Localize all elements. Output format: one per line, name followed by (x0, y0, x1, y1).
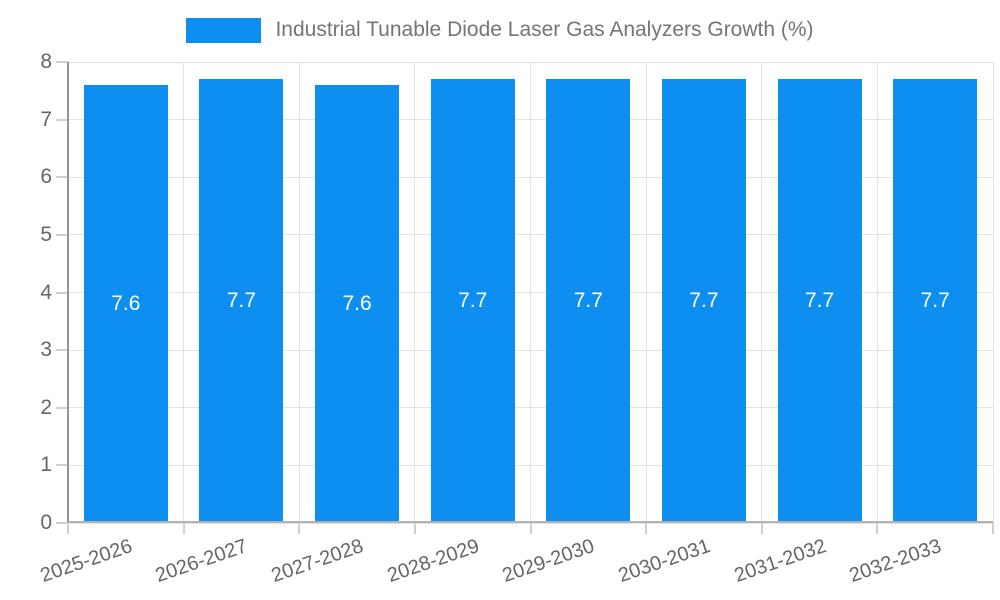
y-tick-label-6: 6 (40, 165, 52, 189)
y-tick-6 (56, 176, 68, 179)
legend[interactable]: Industrial Tunable Diode Laser Gas Analy… (0, 16, 1000, 44)
bar-2030-2031[interactable] (661, 79, 746, 523)
bar-value-label-2032-2033: 7.7 (920, 289, 950, 313)
bar-value-label-2031-2032: 7.7 (804, 289, 835, 313)
x-tick-5 (645, 523, 648, 534)
bar-2025-2026[interactable] (83, 85, 168, 523)
legend-swatch (186, 17, 262, 43)
x-tick-1 (182, 523, 185, 534)
bar-value-label-2027-2028: 7.6 (342, 292, 372, 316)
y-axis-line (67, 62, 69, 523)
plot-area: 7.6 7.7 7.6 7.7 7.7 7.7 7.7 7.7 (68, 61, 994, 524)
gridline-x-5 (645, 62, 647, 523)
y-tick-3 (56, 349, 68, 352)
bar-2026-2027[interactable] (199, 79, 284, 523)
x-tick-0 (67, 523, 69, 534)
gridline-x-7 (876, 62, 878, 523)
bar-2032-2033[interactable] (893, 79, 978, 523)
y-tick-label-7: 7 (40, 107, 52, 131)
y-tick-1 (56, 464, 68, 467)
y-tick-8 (56, 61, 68, 63)
gridline-x-3 (414, 62, 416, 523)
bar-2031-2032[interactable] (777, 79, 862, 523)
bar-value-label-2029-2030: 7.7 (573, 289, 603, 313)
bar-value-label-2030-2031: 7.7 (689, 289, 719, 313)
gridline-x-2 (298, 62, 300, 523)
x-tick-7 (876, 523, 879, 534)
bar-2029-2030[interactable] (546, 79, 631, 523)
y-tick-label-8: 8 (40, 50, 52, 73)
x-tick-8 (992, 523, 994, 534)
y-tick-label-3: 3 (40, 338, 52, 362)
y-tick-label-0: 0 (40, 511, 52, 534)
bar-2028-2029[interactable] (430, 79, 515, 523)
bar-2027-2028[interactable] (315, 85, 400, 523)
gridline-x-6 (761, 62, 763, 523)
y-tick-label-2: 2 (40, 395, 52, 419)
y-tick-label-5: 5 (40, 222, 52, 246)
bar-value-label-2025-2026: 7.6 (111, 292, 141, 316)
x-tick-4 (529, 523, 532, 534)
bar-value-label-2028-2029: 7.7 (458, 289, 488, 313)
gridline-x-1 (183, 62, 185, 523)
y-tick-2 (56, 406, 68, 409)
y-tick-label-4: 4 (40, 280, 52, 304)
x-tick-6 (760, 523, 763, 534)
gridline-x-8 (992, 62, 994, 523)
y-tick-5 (56, 233, 68, 236)
gridline-x-4 (530, 62, 531, 523)
y-tick-label-1: 1 (40, 453, 52, 477)
x-axis-line (68, 521, 993, 523)
bar-value-label-2026-2027: 7.7 (226, 289, 257, 313)
y-tick-4 (56, 291, 68, 294)
y-tick-0 (56, 522, 68, 524)
x-tick-3 (413, 523, 416, 534)
y-tick-7 (56, 118, 68, 121)
legend-label: Industrial Tunable Diode Laser Gas Analy… (275, 18, 814, 41)
x-tick-2 (298, 523, 301, 534)
